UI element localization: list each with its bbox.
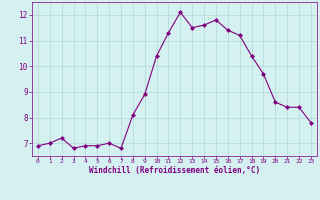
X-axis label: Windchill (Refroidissement éolien,°C): Windchill (Refroidissement éolien,°C): [89, 166, 260, 175]
